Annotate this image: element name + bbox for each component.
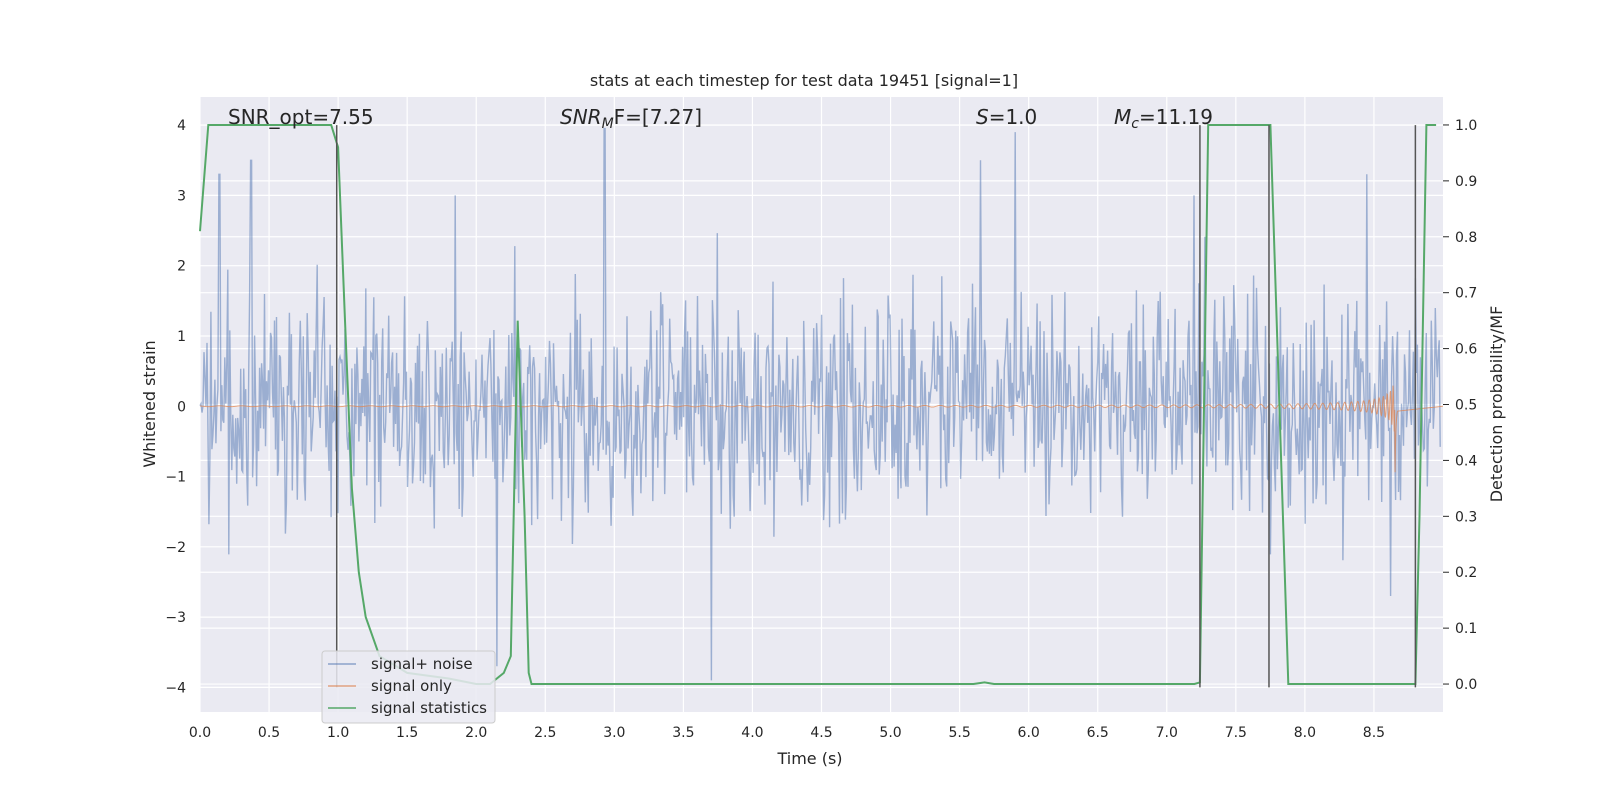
- x-tick-label-11: 5.5: [948, 725, 970, 741]
- x-tick-label-17: 8.5: [1363, 725, 1385, 741]
- legend: signal+ noise signal only signal statist…: [321, 650, 496, 724]
- y-left-axis-ticks: −4 −3 −2 −1 0 1 2 3 4: [165, 118, 186, 696]
- y-left-tick-label-8: 4: [177, 118, 186, 134]
- x-tick-label-14: 7.0: [1156, 725, 1178, 741]
- y-left-tick-label-1: −3: [165, 610, 186, 626]
- y-right-tick-label-10: 1.0: [1455, 118, 1477, 134]
- y-left-tick-label-0: −4: [165, 680, 186, 696]
- y-right-tick-label-1: 0.1: [1455, 621, 1477, 637]
- signal-noise-line: [199, 127, 1441, 681]
- legend-box: [321, 650, 496, 724]
- legend-label-signal-only: signal only: [371, 677, 452, 695]
- mc-annotation: Mc=11.19: [1114, 105, 1213, 132]
- chart-title: stats at each timestep for test data 194…: [590, 71, 1018, 90]
- x-tick-label-8: 4.0: [741, 725, 763, 741]
- y-right-tick-label-7: 0.7: [1455, 286, 1477, 302]
- y-left-tick-label-3: −1: [165, 470, 186, 486]
- y-right-tick-label-8: 0.8: [1455, 230, 1477, 246]
- x-tick-label-2: 1.0: [327, 725, 349, 741]
- y-left-tick-label-7: 3: [177, 188, 186, 204]
- s-value: =1.0: [989, 105, 1038, 129]
- mc-value: =11.19: [1139, 105, 1213, 129]
- signal-statistics-series: [199, 124, 1437, 685]
- y-right-tick-label-0: 0.0: [1455, 677, 1477, 693]
- mc-symbol: M: [1114, 105, 1131, 129]
- y-right-axis-ticks: 0.0 0.1 0.2 0.3 0.4 0.5 0.6 0.7 0.8 0.9 1.0: [1443, 118, 1477, 693]
- x-tick-label-5: 2.5: [534, 725, 556, 741]
- x-tick-label-7: 3.5: [672, 725, 694, 741]
- signal-statistics-line: [199, 124, 1437, 685]
- y-right-tick-label-3: 0.3: [1455, 509, 1477, 525]
- x-tick-label-3: 1.5: [396, 725, 418, 741]
- mc-sub: c: [1131, 116, 1139, 132]
- s-annotation: S=1.0: [976, 105, 1037, 129]
- x-tick-label-12: 6.0: [1018, 725, 1040, 741]
- snr-mf-base: SNR: [560, 105, 602, 129]
- snr-opt-annotation: SNR_opt=7.55: [228, 105, 374, 129]
- y-right-tick-label-2: 0.2: [1455, 565, 1477, 581]
- s-symbol: S: [976, 105, 989, 129]
- x-tick-label-4: 2.0: [465, 725, 487, 741]
- x-tick-label-6: 3.0: [603, 725, 625, 741]
- legend-label-signal-statistics: signal statistics: [371, 699, 487, 717]
- x-axis-label: Time (s): [776, 749, 842, 768]
- snr-mf-annotation: SNRMF=[7.27]: [560, 105, 702, 132]
- x-tick-label-16: 8.0: [1294, 725, 1316, 741]
- grid: [199, 97, 1443, 712]
- signal-only-series: [199, 385, 1444, 473]
- y-right-tick-label-6: 0.6: [1455, 342, 1477, 358]
- y-right-axis-label: Detection probability/MF: [1487, 306, 1506, 503]
- signal-noise-series: [199, 127, 1441, 681]
- y-right-tick-label-5: 0.5: [1455, 398, 1477, 414]
- y-left-tick-label-2: −2: [165, 540, 186, 556]
- y-left-tick-label-5: 1: [177, 329, 186, 345]
- y-left-tick-label-6: 2: [177, 259, 186, 275]
- y-left-tick-label-4: 0: [177, 399, 186, 415]
- snr-mf-rest: F=[7.27]: [614, 105, 702, 129]
- x-tick-label-15: 7.5: [1225, 725, 1247, 741]
- y-left-axis-label: Whitened strain: [140, 340, 159, 467]
- snr-mf-sub: M: [602, 116, 614, 132]
- x-tick-label-13: 6.5: [1087, 725, 1109, 741]
- x-tick-label-1: 0.5: [258, 725, 280, 741]
- x-tick-label-9: 4.5: [810, 725, 832, 741]
- y-right-tick-label-4: 0.4: [1455, 453, 1477, 469]
- y-right-tick-label-9: 0.9: [1455, 174, 1477, 190]
- vertical-markers: [335, 125, 1417, 688]
- legend-label-signal-noise: signal+ noise: [371, 655, 473, 673]
- x-tick-label-0: 0.0: [189, 725, 211, 741]
- x-axis-ticks: 0.0 0.5 1.0 1.5 2.0 2.5 3.0 3.5 4.0 4.5 5.0 5.5 6.0 6…: [189, 725, 1385, 741]
- x-tick-label-10: 5.0: [879, 725, 901, 741]
- signal-only-line: [199, 385, 1444, 473]
